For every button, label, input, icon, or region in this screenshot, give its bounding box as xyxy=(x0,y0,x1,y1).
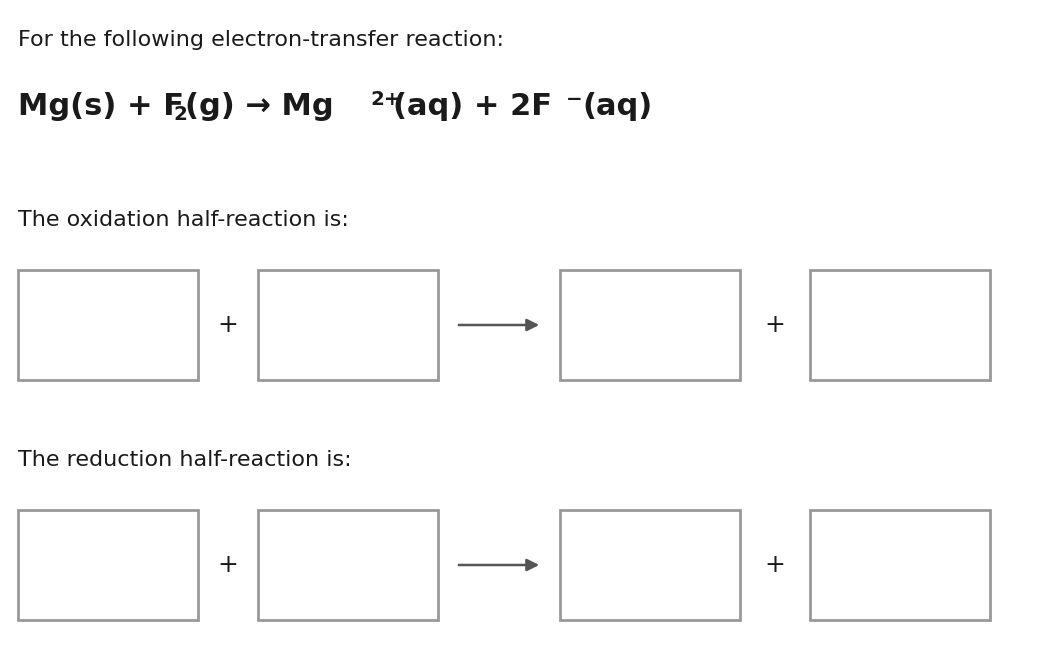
Bar xyxy=(560,510,740,620)
Text: +: + xyxy=(217,313,238,337)
Bar xyxy=(258,270,438,380)
Bar xyxy=(258,510,438,620)
Text: +: + xyxy=(764,313,785,337)
Text: For the following electron-transfer reaction:: For the following electron-transfer reac… xyxy=(18,30,504,50)
Bar xyxy=(810,510,990,620)
Text: +: + xyxy=(764,553,785,577)
Text: 2: 2 xyxy=(173,105,187,124)
Text: The oxidation half-reaction is:: The oxidation half-reaction is: xyxy=(18,210,349,230)
Text: The reduction half-reaction is:: The reduction half-reaction is: xyxy=(18,450,352,470)
Text: Mg(s) + F: Mg(s) + F xyxy=(18,92,184,121)
Text: 2+: 2+ xyxy=(370,90,401,109)
Text: (g) → Mg: (g) → Mg xyxy=(185,92,334,121)
Text: −: − xyxy=(566,90,583,109)
Bar xyxy=(18,270,198,380)
Text: (aq): (aq) xyxy=(582,92,652,121)
Bar xyxy=(810,270,990,380)
Text: +: + xyxy=(217,553,238,577)
Text: (aq) + 2F: (aq) + 2F xyxy=(393,92,552,121)
Bar xyxy=(560,270,740,380)
Bar xyxy=(18,510,198,620)
